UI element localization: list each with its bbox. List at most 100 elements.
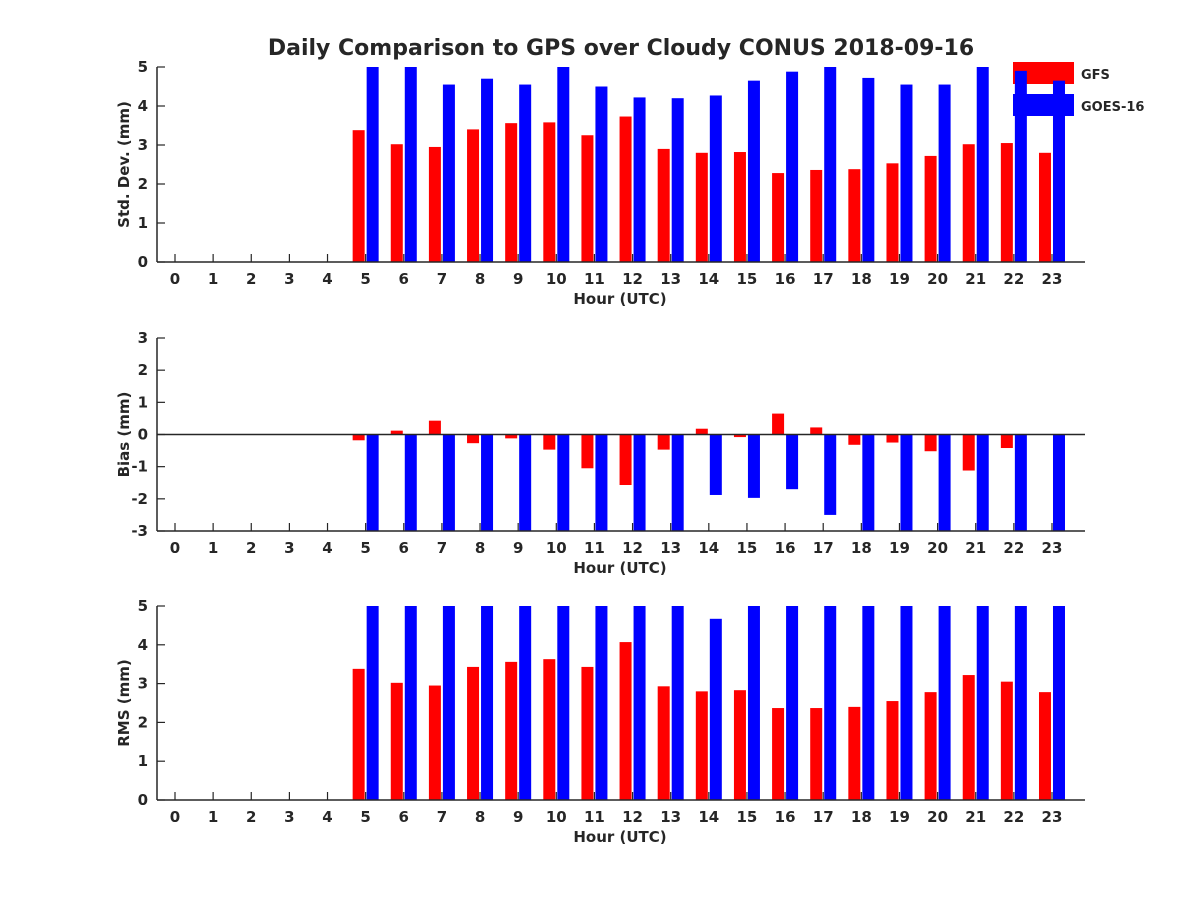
bias-ytick-label: 1 bbox=[138, 393, 148, 411]
std-dev-bar-goes16-21 bbox=[976, 67, 989, 262]
bias-bar-goes16-23 bbox=[1052, 434, 1065, 531]
bias-ytick-label: -3 bbox=[131, 522, 148, 540]
bias-bar-goes16-7 bbox=[442, 434, 455, 531]
bias-bar-goes16-16 bbox=[786, 434, 799, 490]
std-dev-xtick-label: 7 bbox=[437, 270, 447, 288]
rms-ytick-label: 2 bbox=[138, 713, 148, 731]
rms-xtick-label: 2 bbox=[246, 808, 256, 826]
bias-ytick-label: 2 bbox=[138, 361, 148, 379]
bias-bar-goes16-20 bbox=[938, 434, 951, 531]
bias-xtick-label: 14 bbox=[698, 539, 719, 557]
rms-bar-gfs-21 bbox=[962, 675, 975, 800]
rms-ytick-label: 1 bbox=[138, 752, 148, 770]
legend: GFS GOES-16 bbox=[1013, 62, 1144, 116]
std-dev-xtick-label: 0 bbox=[170, 270, 180, 288]
rms-bar-gfs-20 bbox=[924, 692, 937, 800]
rms-bar-goes16-6 bbox=[404, 606, 417, 800]
rms-xtick-label: 12 bbox=[622, 808, 643, 826]
bias-bar-gfs-5 bbox=[352, 434, 365, 441]
bias-xtick-label: 12 bbox=[622, 539, 643, 557]
std-dev-ytick-label: 1 bbox=[138, 214, 148, 232]
std-dev-bar-gfs-11 bbox=[581, 135, 594, 262]
bias-ytick-label: -2 bbox=[131, 490, 148, 508]
bias-x-axis-label: Hour (UTC) bbox=[573, 559, 666, 577]
rms-bar-gfs-5 bbox=[352, 668, 365, 800]
bias-xtick-label: 21 bbox=[965, 539, 986, 557]
bias-xtick-label: 0 bbox=[170, 539, 180, 557]
rms-bar-gfs-6 bbox=[390, 682, 403, 800]
bias-bar-gfs-10 bbox=[543, 434, 556, 450]
std-dev-bar-goes16-9 bbox=[519, 84, 532, 262]
rms-bar-goes16-13 bbox=[671, 606, 684, 800]
std-dev-bar-goes16-14 bbox=[709, 95, 722, 262]
std-dev-bar-gfs-15 bbox=[733, 152, 746, 262]
std-dev-bar-goes16-19 bbox=[900, 84, 913, 262]
rms-bar-goes16-5 bbox=[366, 606, 379, 800]
bias-bar-gfs-11 bbox=[581, 434, 594, 469]
bias-xtick-label: 13 bbox=[660, 539, 681, 557]
rms-xtick-label: 21 bbox=[965, 808, 986, 826]
std-dev-bar-goes16-7 bbox=[442, 84, 455, 262]
bias-bar-goes16-15 bbox=[747, 434, 760, 498]
bias-y-axis-label: Bias (mm) bbox=[115, 392, 133, 478]
std-dev-bar-gfs-19 bbox=[886, 163, 899, 262]
bias-xtick-label: 17 bbox=[813, 539, 834, 557]
std-dev-xtick-label: 11 bbox=[584, 270, 605, 288]
rms-xtick-label: 9 bbox=[513, 808, 523, 826]
rms-bar-goes16-8 bbox=[481, 606, 494, 800]
std-dev-xtick-label: 8 bbox=[475, 270, 485, 288]
std-dev-bar-goes16-18 bbox=[862, 77, 875, 262]
bias-bar-gfs-6 bbox=[390, 430, 403, 435]
std-dev-bar-gfs-14 bbox=[695, 152, 708, 262]
rms-xtick-label: 19 bbox=[889, 808, 910, 826]
chart-title: Daily Comparison to GPS over Cloudy CONU… bbox=[268, 36, 974, 61]
bias-ytick-label: 0 bbox=[138, 426, 148, 444]
std-dev-xtick-label: 1 bbox=[208, 270, 218, 288]
rms-xtick-label: 7 bbox=[437, 808, 447, 826]
rms-ytick-label: 5 bbox=[138, 597, 148, 615]
std-dev-bar-gfs-8 bbox=[467, 129, 480, 262]
std-dev-bar-goes16-6 bbox=[404, 67, 417, 262]
std-dev-ytick-label: 4 bbox=[138, 97, 148, 115]
std-dev-bar-goes16-15 bbox=[747, 80, 760, 263]
rms-bar-gfs-12 bbox=[619, 642, 632, 800]
std-dev-bar-goes16-22 bbox=[1014, 70, 1027, 263]
bias-bar-gfs-18 bbox=[848, 434, 861, 445]
rms-xtick-label: 17 bbox=[813, 808, 834, 826]
rms-ytick-label: 4 bbox=[138, 636, 148, 654]
bias-bar-goes16-13 bbox=[671, 434, 684, 531]
std-dev-bar-gfs-22 bbox=[1000, 143, 1013, 262]
bias-xtick-label: 20 bbox=[927, 539, 948, 557]
bias-xtick-label: 18 bbox=[851, 539, 872, 557]
bias-bar-goes16-6 bbox=[404, 434, 417, 531]
bias-bar-gfs-14 bbox=[695, 428, 708, 435]
std-dev-ytick-label: 2 bbox=[138, 175, 148, 193]
rms-bar-gfs-23 bbox=[1038, 692, 1051, 800]
rms-xtick-label: 18 bbox=[851, 808, 872, 826]
std-dev-bar-gfs-21 bbox=[962, 144, 975, 262]
bias-bar-gfs-13 bbox=[657, 434, 670, 450]
rms-bar-gfs-10 bbox=[543, 659, 556, 800]
std-dev-y-axis-label: Std. Dev. (mm) bbox=[115, 101, 133, 228]
rms-xtick-label: 8 bbox=[475, 808, 485, 826]
legend-swatch-gfs bbox=[1013, 62, 1074, 84]
std-dev-xtick-label: 5 bbox=[360, 270, 370, 288]
rms-x-axis-label: Hour (UTC) bbox=[573, 828, 666, 846]
rms-xtick-label: 20 bbox=[927, 808, 948, 826]
bias-bar-gfs-19 bbox=[886, 434, 899, 443]
std-dev-xtick-label: 17 bbox=[813, 270, 834, 288]
rms-bar-goes16-10 bbox=[557, 606, 570, 800]
rms-ytick-label: 0 bbox=[138, 791, 148, 809]
std-dev-bar-gfs-17 bbox=[810, 169, 823, 262]
std-dev-bar-goes16-23 bbox=[1052, 80, 1065, 263]
std-dev-x-axis-label: Hour (UTC) bbox=[573, 290, 666, 308]
std-dev-xtick-label: 15 bbox=[737, 270, 758, 288]
rms-xtick-label: 16 bbox=[775, 808, 796, 826]
bias-bar-gfs-15 bbox=[733, 434, 746, 438]
std-dev-bar-gfs-20 bbox=[924, 155, 937, 262]
bias-xtick-label: 8 bbox=[475, 539, 485, 557]
bias-bar-gfs-8 bbox=[467, 434, 480, 444]
rms-xtick-label: 23 bbox=[1042, 808, 1063, 826]
std-dev-xtick-label: 16 bbox=[775, 270, 796, 288]
